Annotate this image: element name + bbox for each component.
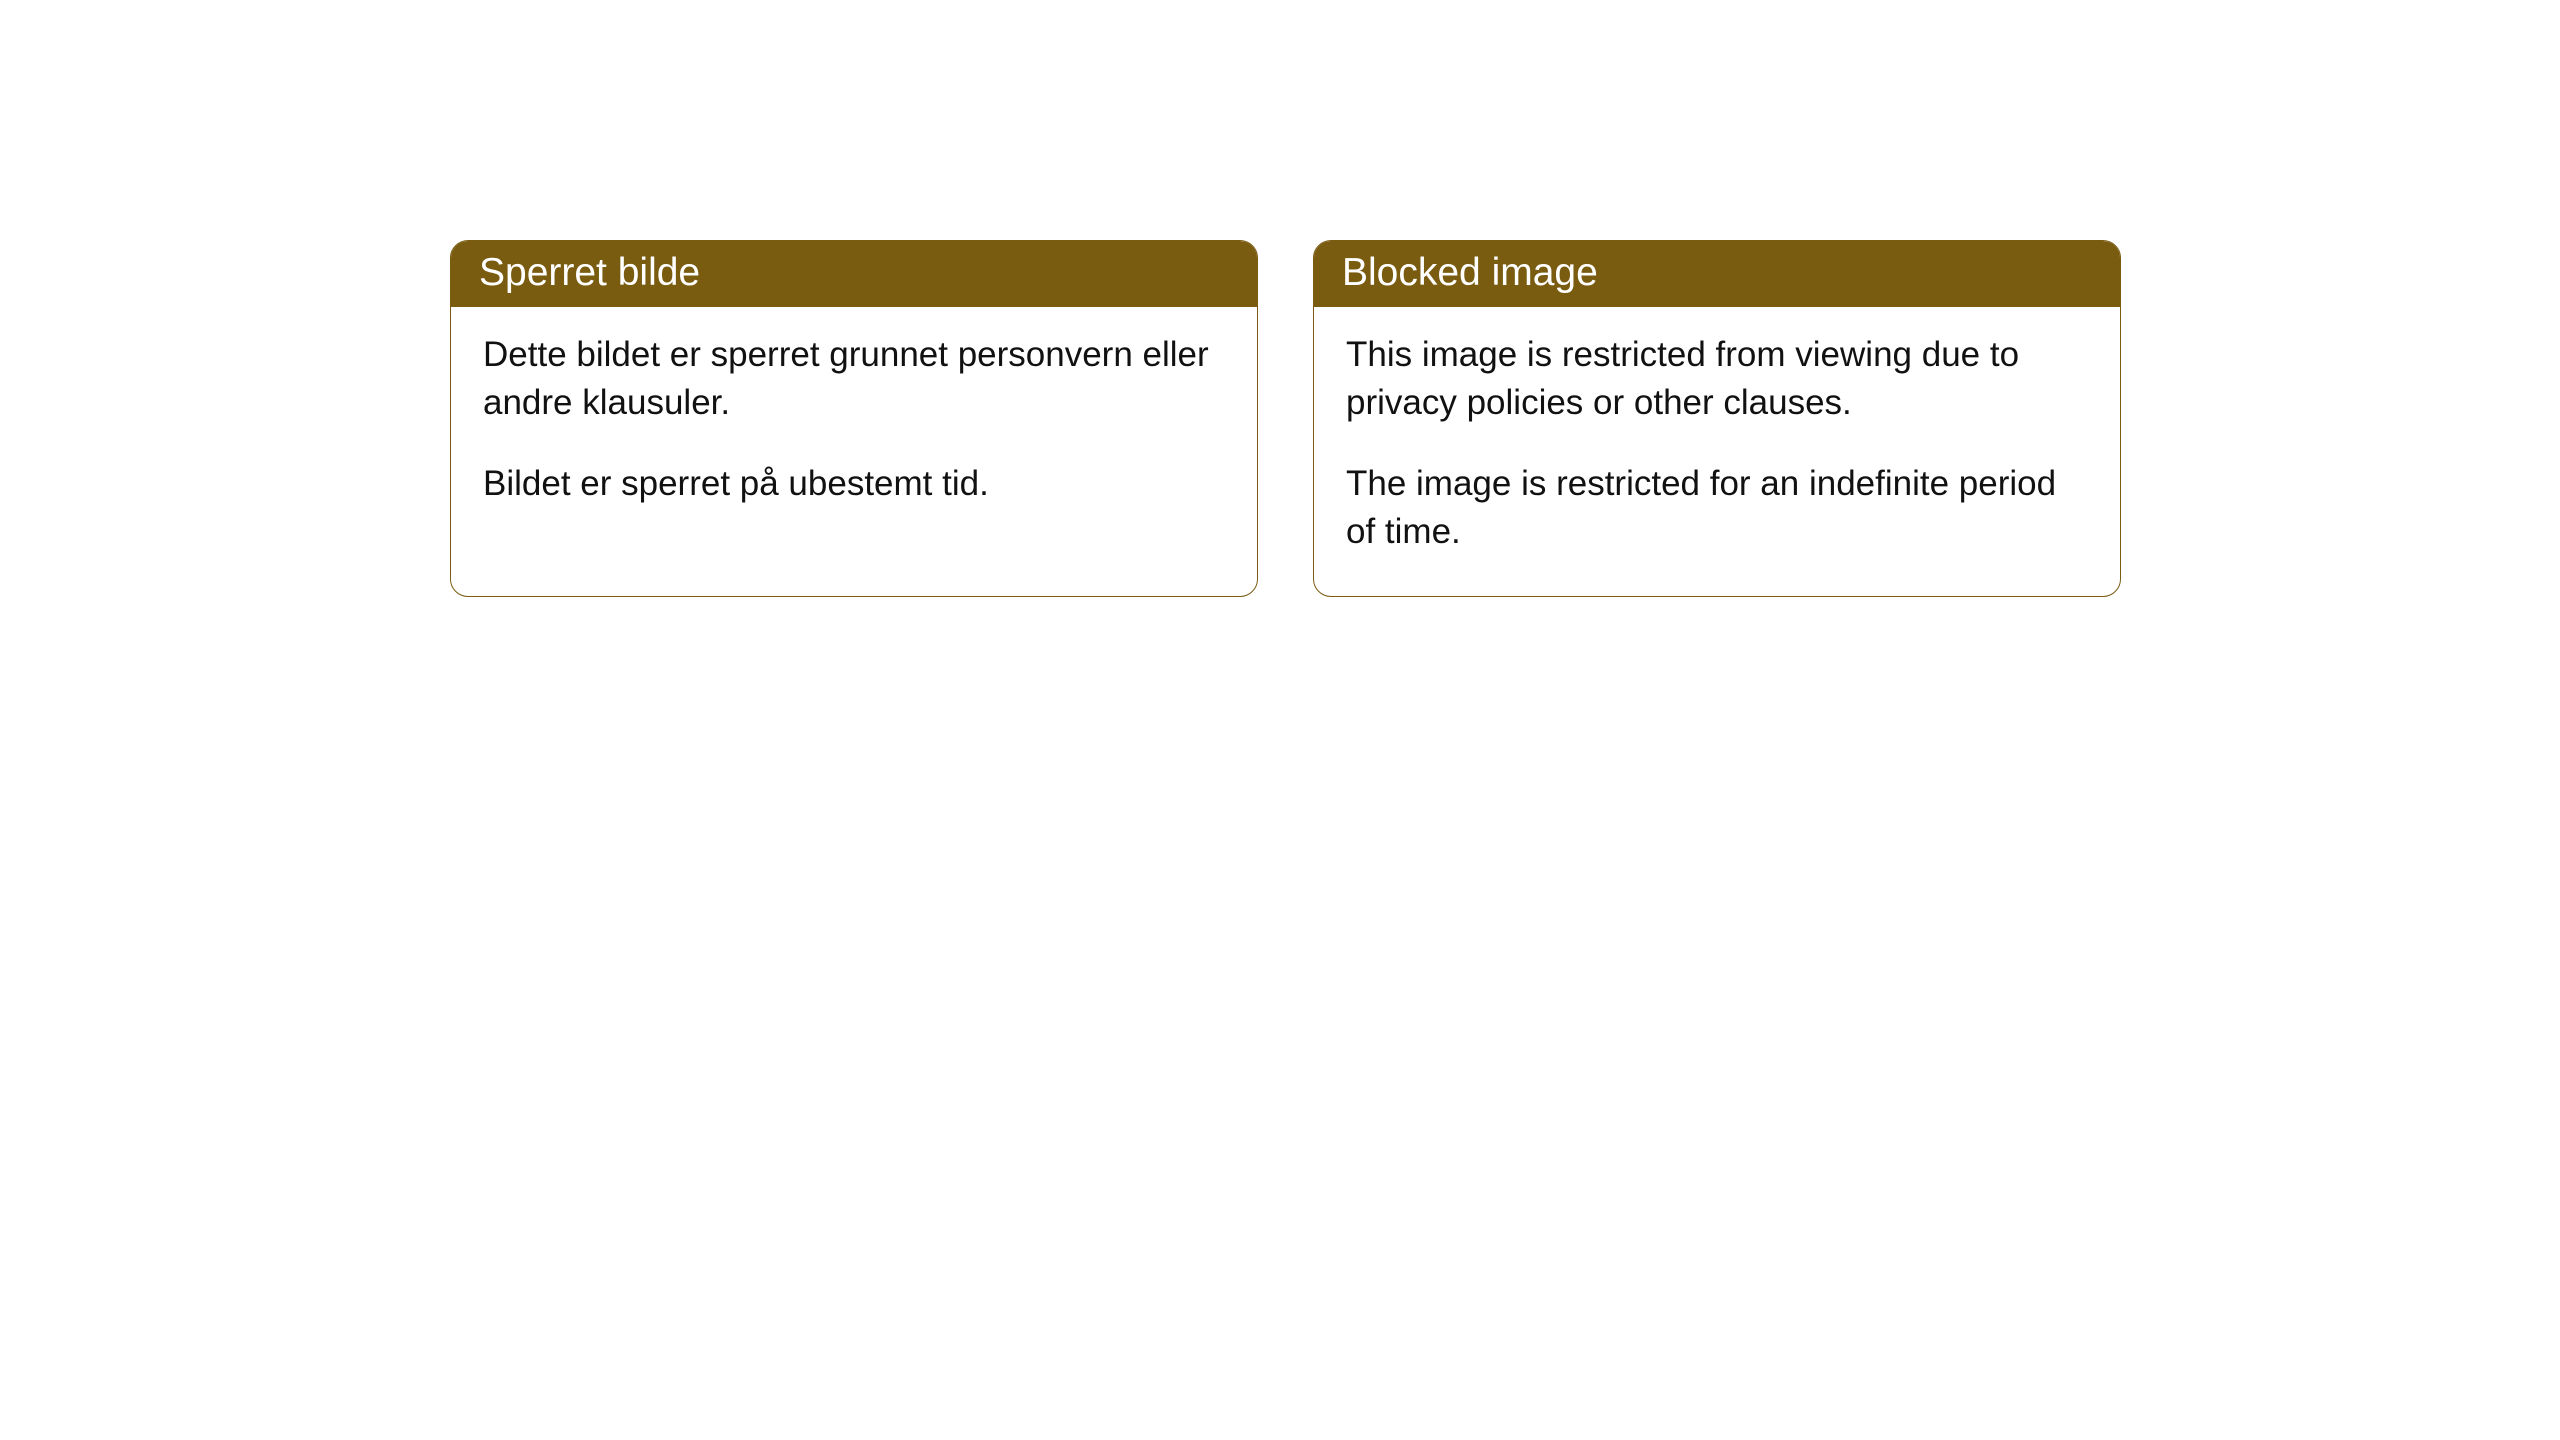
notice-para2: The image is restricted for an indefinit… bbox=[1346, 460, 2088, 557]
notice-para1: Dette bildet er sperret grunnet personve… bbox=[483, 331, 1225, 428]
notice-card-english: Blocked image This image is restricted f… bbox=[1313, 240, 2121, 597]
notice-header-norwegian: Sperret bilde bbox=[451, 241, 1257, 307]
notice-header-english: Blocked image bbox=[1314, 241, 2120, 307]
notice-title: Blocked image bbox=[1342, 251, 1598, 294]
notice-card-norwegian: Sperret bilde Dette bildet er sperret gr… bbox=[450, 240, 1258, 597]
notice-body-norwegian: Dette bildet er sperret grunnet personve… bbox=[451, 307, 1257, 548]
notice-para2: Bildet er sperret på ubestemt tid. bbox=[483, 460, 1225, 508]
notice-title: Sperret bilde bbox=[479, 251, 700, 294]
notice-para1: This image is restricted from viewing du… bbox=[1346, 331, 2088, 428]
notice-cards-container: Sperret bilde Dette bildet er sperret gr… bbox=[450, 240, 2121, 597]
notice-body-english: This image is restricted from viewing du… bbox=[1314, 307, 2120, 596]
